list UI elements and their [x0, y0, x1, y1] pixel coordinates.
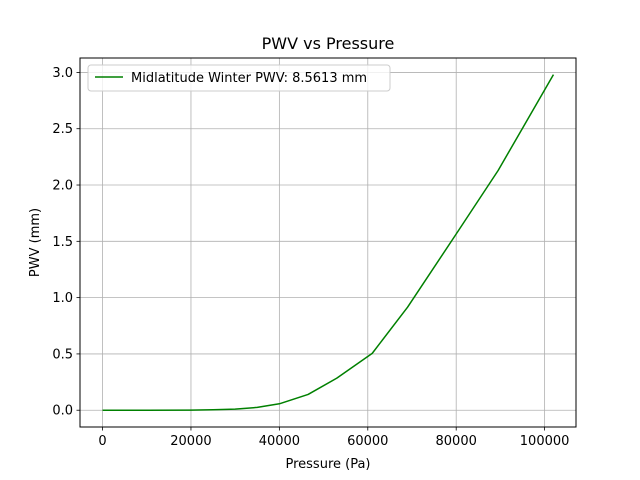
x-tick-label: 0: [98, 434, 106, 449]
plot-frame: [79, 57, 577, 428]
x-axis-label: Pressure (Pa): [285, 457, 370, 472]
chart-title: PWV vs Pressure: [262, 34, 395, 53]
series-line: [102, 74, 555, 411]
y-tick-label: 2.5: [52, 122, 73, 137]
y-tick-label: 1.0: [52, 291, 73, 306]
legend-box: [87, 64, 391, 92]
tick-layer: 0 20000 40000 60000 80000 100000 0.0 0.5 1.0 1.5 2…: [52, 66, 569, 449]
legend: Midlatitude Winter PWV: 8.5613 mm: [87, 64, 391, 92]
x-tick-label: 100000: [520, 434, 570, 449]
legend-label: Midlatitude Winter PWV: 8.5613 mm: [131, 71, 367, 86]
y-axis-label: PWV (mm): [28, 208, 43, 277]
y-tick-label: 2.0: [52, 179, 73, 194]
x-tick-label: 60000: [347, 434, 388, 449]
y-tick-label: 1.5: [52, 235, 73, 250]
x-tick-label: 40000: [259, 434, 300, 449]
y-tick-label: 3.0: [52, 66, 73, 81]
y-tick-label: 0.5: [52, 347, 73, 362]
y-tick-label: 0.0: [52, 404, 73, 419]
x-tick-label: 80000: [436, 434, 477, 449]
plot-area: [80, 58, 576, 427]
series-layer: [102, 74, 555, 411]
x-tick-label: 20000: [170, 434, 211, 449]
